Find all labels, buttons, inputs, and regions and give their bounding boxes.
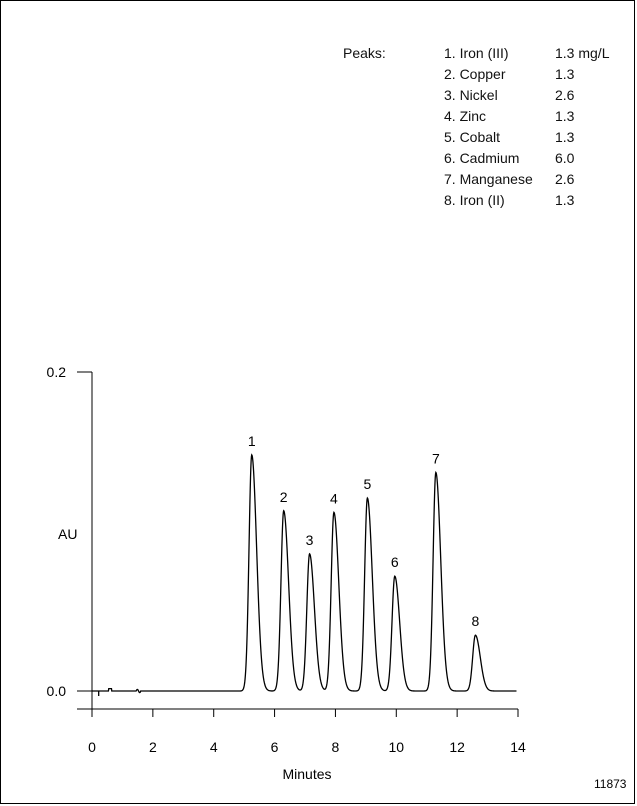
legend-entry-label: 3. Nickel bbox=[444, 87, 498, 103]
peak-label: 7 bbox=[432, 450, 440, 466]
x-tick-label: 4 bbox=[210, 739, 218, 755]
axes: 0.00.20 2 4 6 8 10 12 14 bbox=[47, 364, 526, 755]
legend-entry-concentration: 1.3 bbox=[555, 192, 575, 208]
legend-entry-concentration: 1.3 bbox=[555, 66, 575, 82]
x-tick-label: 8 bbox=[332, 739, 340, 755]
chromatogram-trace bbox=[92, 453, 517, 696]
peak-label: 5 bbox=[363, 476, 371, 492]
legend-entry-label: 6. Cadmium bbox=[444, 150, 520, 166]
peak-label: 4 bbox=[330, 490, 338, 506]
x-tick-label: 12 bbox=[449, 739, 465, 755]
peak-label: 6 bbox=[391, 554, 399, 570]
legend-entry-label: 5. Cobalt bbox=[444, 129, 501, 145]
legend-entry-concentration: 1.3 bbox=[555, 108, 575, 124]
peak-label: 1 bbox=[248, 433, 256, 449]
peak-label: 8 bbox=[472, 613, 480, 629]
legend-entry-concentration: 2.6 bbox=[555, 87, 575, 103]
y-tick-label: 0.2 bbox=[47, 364, 67, 380]
legend-entry-concentration: 2.6 bbox=[555, 171, 575, 187]
x-tick-label: 6 bbox=[271, 739, 279, 755]
legend-entry-label: 2. Copper bbox=[444, 66, 506, 82]
x-tick-label: 0 bbox=[88, 739, 96, 755]
legend-entry-concentration: 1.3 mg/L bbox=[555, 45, 610, 61]
peak-label: 3 bbox=[306, 532, 314, 548]
figure-id: 11873 bbox=[594, 777, 627, 791]
legend-entry-concentration: 6.0 bbox=[555, 150, 575, 166]
legend-entry-concentration: 1.3 bbox=[555, 129, 575, 145]
legend-entry-label: 1. Iron (III) bbox=[444, 45, 509, 61]
legend-entry-label: 4. Zinc bbox=[444, 108, 487, 124]
legend-title: Peaks: bbox=[343, 45, 386, 61]
x-tick-label: 10 bbox=[388, 739, 404, 755]
y-axis-label: AU bbox=[58, 526, 77, 542]
x-axis-label: Minutes bbox=[282, 766, 331, 782]
x-tick-label: 2 bbox=[149, 739, 157, 755]
legend-entry-label: 8. Iron (II) bbox=[444, 192, 505, 208]
peak-label: 2 bbox=[280, 489, 288, 505]
legend-entry-label: 7. Manganese bbox=[444, 171, 533, 187]
y-tick-label: 0.0 bbox=[47, 683, 67, 699]
x-tick-label: 14 bbox=[510, 739, 526, 755]
peak-labels: 1 2 3 4 5 6 7 8 bbox=[248, 433, 480, 629]
